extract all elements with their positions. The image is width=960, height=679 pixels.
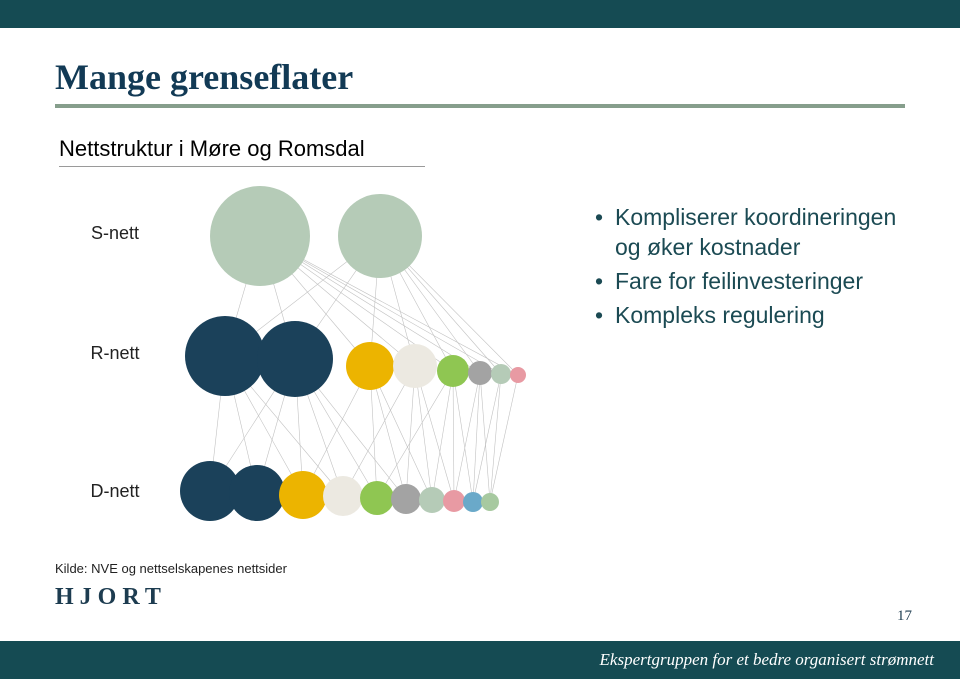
node-r2 — [257, 321, 333, 397]
bullet-item: Kompliserer koordineringen og øker kostn… — [593, 203, 905, 263]
node-d10 — [481, 493, 499, 511]
node-r7 — [491, 364, 511, 384]
logo-text: HJORT — [55, 584, 960, 611]
edge — [454, 373, 480, 501]
node-s1 — [210, 186, 310, 286]
node-d2 — [229, 465, 285, 521]
page-number: 17 — [897, 608, 912, 625]
node-r8 — [510, 367, 526, 383]
main-row: S-nett R-nett D-nett Kompliserer koordiner… — [55, 181, 905, 561]
edge — [473, 373, 480, 502]
top-bar — [0, 0, 960, 28]
node-d7 — [419, 487, 445, 513]
node-r6 — [468, 361, 492, 385]
edge — [480, 373, 490, 502]
edge — [490, 375, 518, 502]
node-s2 — [338, 194, 422, 278]
footer-text: Ekspertgruppen for et bedre organisert s… — [600, 650, 934, 670]
node-d4 — [323, 476, 363, 516]
source-text: Kilde: NVE og nettselskapenes nettsider — [55, 561, 960, 576]
bullet-item: Kompleks regulering — [593, 301, 905, 331]
network-svg: S-nett R-nett D-nett — [55, 181, 575, 561]
node-r4 — [393, 344, 437, 388]
row-label-s: S-nett — [91, 223, 139, 243]
node-r5 — [437, 355, 469, 387]
node-d5 — [360, 481, 394, 515]
network-diagram: S-nett R-nett D-nett — [55, 181, 575, 561]
node-r1 — [185, 316, 265, 396]
slide-content: Mange grenseflater Nettstruktur i Møre o… — [0, 28, 960, 561]
row-label-r: R-nett — [90, 343, 139, 363]
page-title: Mange grenseflater — [55, 56, 905, 98]
edge — [453, 371, 454, 501]
edge — [453, 371, 473, 502]
node-d9 — [463, 492, 483, 512]
node-d8 — [443, 490, 465, 512]
edge — [473, 374, 501, 502]
bullet-list: Kompliserer koordineringen og øker kostn… — [575, 181, 905, 335]
diagram-subtitle: Nettstruktur i Møre og Romsdal — [59, 136, 425, 167]
row-label-d: D-nett — [90, 481, 139, 501]
edge — [490, 374, 501, 502]
node-d6 — [391, 484, 421, 514]
footer-bar: Ekspertgruppen for et bedre organisert s… — [0, 641, 960, 679]
title-underline — [55, 104, 905, 108]
node-r3 — [346, 342, 394, 390]
bullet-item: Fare for feilinvesteringer — [593, 267, 905, 297]
node-d3 — [279, 471, 327, 519]
